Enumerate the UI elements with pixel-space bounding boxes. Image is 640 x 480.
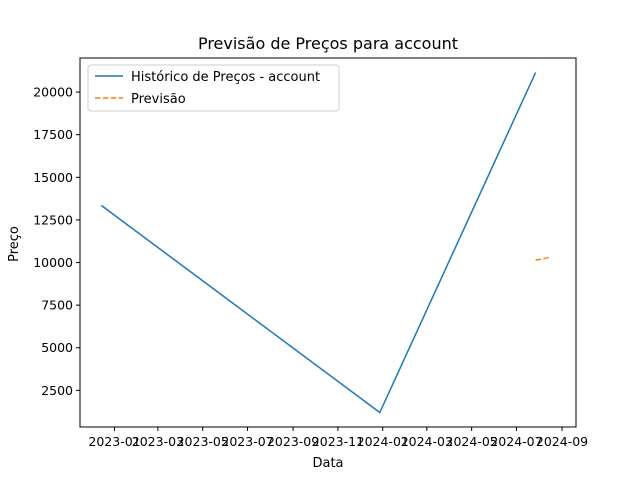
- x-tick-label: 2024-03: [401, 434, 453, 449]
- y-tick-label: 12500: [33, 212, 73, 227]
- y-tick-label: 20000: [33, 85, 73, 100]
- y-tick-label: 10000: [33, 255, 73, 270]
- x-tick-label: 2023-09: [267, 434, 319, 449]
- x-axis-label: Data: [312, 456, 343, 471]
- x-tick-label: 2024-01: [357, 434, 409, 449]
- y-tick-label: 2500: [41, 383, 73, 398]
- legend-label-historico: Histórico de Preços - account: [131, 70, 320, 85]
- x-tick-label: 2023-05: [177, 434, 229, 449]
- x-tick-label: 2024-07: [490, 434, 542, 449]
- y-tick-label: 15000: [33, 170, 73, 185]
- series-layer: [100, 72, 549, 414]
- series-line-historico: [100, 72, 537, 414]
- chart-title: Previsão de Preços para account: [198, 34, 458, 53]
- y-tick-label: 5000: [41, 340, 73, 355]
- y-axis: 2500 5000 7500 10000 12500 15000 17500 20000: [33, 85, 80, 398]
- x-axis: 2023-012023-032023-052023-072023-092023-…: [88, 427, 588, 449]
- x-tick-label: 2024-09: [536, 434, 588, 449]
- y-tick-label: 17500: [33, 127, 73, 142]
- legend-frame: [87, 64, 340, 112]
- x-tick-label: 2024-05: [446, 434, 498, 449]
- y-axis-label: Preço: [7, 226, 22, 262]
- x-tick-label: 2023-11: [312, 434, 364, 449]
- x-tick-label: 2023-03: [132, 434, 184, 449]
- series-line-previsao: [535, 256, 549, 261]
- plot-area-frame: [79, 57, 577, 428]
- x-tick-label: 2023-01: [88, 434, 140, 449]
- legend: Histórico de Preços - account Previsão: [87, 64, 340, 112]
- legend-label-previsao: Previsão: [131, 92, 186, 107]
- y-tick-label: 7500: [41, 298, 73, 313]
- x-tick-label: 2023-07: [221, 434, 273, 449]
